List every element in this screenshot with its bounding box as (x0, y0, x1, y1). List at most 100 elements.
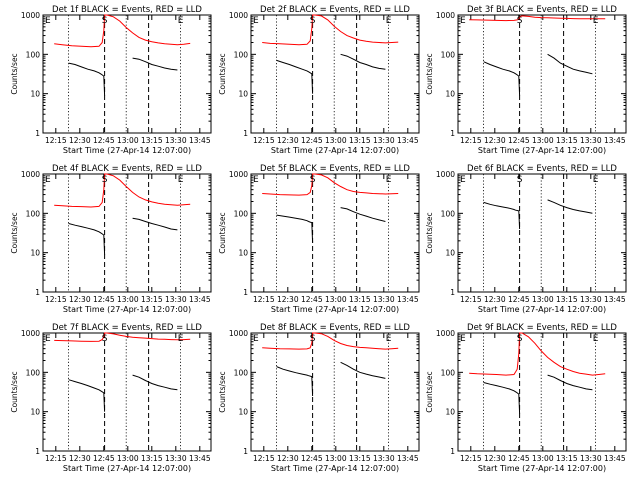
x-tick-label: 13:30 (373, 136, 395, 145)
y-tick-label: 1000 (229, 329, 248, 338)
x-tick-label: 12:15 (253, 136, 275, 145)
y-tick-label: 1000 (229, 170, 248, 179)
x-tick-label: 13:15 (349, 454, 371, 463)
series-line-lld (54, 14, 191, 48)
x-tick-label: 12:30 (484, 136, 506, 145)
e-marker-label: E (460, 334, 466, 344)
y-tick-label: 1 (243, 288, 248, 297)
y-tick-label: 100 (234, 50, 249, 59)
x-tick-label: 12:30 (277, 295, 299, 304)
e-marker-label: E (386, 16, 392, 26)
plot-frame (42, 14, 212, 134)
x-tick-label: 13:00 (117, 454, 139, 463)
x-tick-label: 13:15 (556, 136, 578, 145)
x-tick-label: 13:45 (397, 295, 419, 304)
s-marker-label: S (517, 334, 523, 344)
e-marker-label: E (178, 334, 184, 344)
x-tick-label: 12:15 (460, 295, 482, 304)
y-axis-label: Counts/sec (425, 371, 434, 412)
x-tick-label: 13:30 (580, 454, 602, 463)
plot-frame (457, 173, 627, 293)
x-axis-label: Start Time (27-Apr-14 12:07:00) (478, 305, 606, 314)
s-marker-label: S (310, 175, 316, 185)
x-tick-label: 12:30 (277, 454, 299, 463)
s-marker-label: S (310, 334, 316, 344)
series-line-lld (54, 173, 191, 208)
x-tick-label: 13:15 (556, 454, 578, 463)
x-axis-label: Start Time (27-Apr-14 12:07:00) (478, 146, 606, 155)
e-marker-label: E (386, 334, 392, 344)
y-tick-label: 1 (35, 288, 40, 297)
e-marker-label: E (178, 16, 184, 26)
x-tick-label: 13:15 (141, 454, 163, 463)
chart-title: Det 3f BLACK = Events, RED = LLD (467, 5, 617, 15)
plot-frame (457, 332, 627, 452)
chart-title: Det 4f BLACK = Events, RED = LLD (52, 164, 202, 174)
x-tick-label: 13:30 (165, 295, 187, 304)
series-line-events (68, 217, 178, 255)
series-line-events (483, 53, 593, 96)
e-marker-label: E (253, 175, 259, 185)
x-tick-label: 12:30 (484, 295, 506, 304)
plot-frame (250, 14, 420, 134)
x-tick-label: 13:00 (325, 136, 347, 145)
y-tick-label: 1000 (229, 11, 248, 20)
y-tick-label: 1000 (21, 329, 40, 338)
x-tick-label: 12:15 (45, 136, 67, 145)
x-tick-label: 13:00 (117, 136, 139, 145)
y-tick-label: 100 (26, 209, 41, 218)
series-line-events (276, 53, 386, 94)
x-axis-label: Start Time (27-Apr-14 12:07:00) (271, 146, 399, 155)
y-tick-label: 1 (243, 129, 248, 138)
x-tick-label: 13:15 (141, 295, 163, 304)
x-tick-label: 13:30 (580, 295, 602, 304)
x-tick-label: 12:30 (69, 295, 91, 304)
chart-title: Det 5f BLACK = Events, RED = LLD (260, 164, 410, 174)
e-marker-label: E (386, 175, 392, 185)
x-tick-label: 12:30 (277, 136, 299, 145)
x-tick-label: 12:15 (45, 454, 67, 463)
x-tick-label: 12:15 (460, 136, 482, 145)
x-tick-label: 12:15 (45, 295, 67, 304)
x-axis-label: Start Time (27-Apr-14 12:07:00) (271, 305, 399, 314)
x-axis-label: Start Time (27-Apr-14 12:07:00) (63, 305, 191, 314)
s-marker-label: S (310, 16, 316, 26)
chart-panel-3: Det 3f BLACK = Events, RED = LLD 1 10 100 10… (425, 5, 627, 155)
s-marker-label: S (517, 175, 523, 185)
chart-panel-7: Det 7f BLACK = Events, RED = LLD 1 10 100 10… (10, 323, 212, 473)
y-axis-label: Counts/sec (218, 53, 227, 94)
series-line-lld (469, 15, 606, 22)
y-tick-label: 1 (35, 129, 40, 138)
chart-panel-2: Det 2f BLACK = Events, RED = LLD 1 10 100 10… (218, 5, 420, 155)
plot-frame (250, 332, 420, 452)
x-tick-label: 12:30 (69, 454, 91, 463)
series-line-events (68, 374, 178, 412)
x-tick-label: 13:00 (532, 454, 554, 463)
x-tick-label: 12:30 (484, 454, 506, 463)
x-tick-label: 12:45 (93, 454, 115, 463)
e-marker-label: E (45, 175, 51, 185)
plot-frame (42, 332, 212, 452)
plot-frame (457, 14, 627, 134)
y-tick-label: 10 (238, 408, 248, 417)
y-tick-label: 1000 (436, 11, 455, 20)
x-tick-label: 12:15 (253, 295, 275, 304)
y-tick-label: 10 (30, 90, 40, 99)
series-line-lld (54, 332, 191, 342)
y-tick-label: 10 (30, 408, 40, 417)
y-axis-label: Counts/sec (10, 212, 19, 253)
e-marker-label: E (253, 16, 259, 26)
x-axis-label: Start Time (27-Apr-14 12:07:00) (271, 464, 399, 473)
x-tick-label: 13:45 (189, 136, 211, 145)
x-axis-label: Start Time (27-Apr-14 12:07:00) (63, 464, 191, 473)
y-tick-label: 100 (234, 368, 249, 377)
chart-title: Det 1f BLACK = Events, RED = LLD (52, 5, 202, 15)
chart-title: Det 7f BLACK = Events, RED = LLD (52, 323, 202, 333)
y-axis-label: Counts/sec (10, 53, 19, 94)
e-marker-label: E (460, 175, 466, 185)
e-marker-label: E (593, 175, 599, 185)
x-tick-label: 12:45 (301, 454, 323, 463)
x-tick-label: 12:45 (93, 136, 115, 145)
x-tick-label: 13:30 (165, 136, 187, 145)
